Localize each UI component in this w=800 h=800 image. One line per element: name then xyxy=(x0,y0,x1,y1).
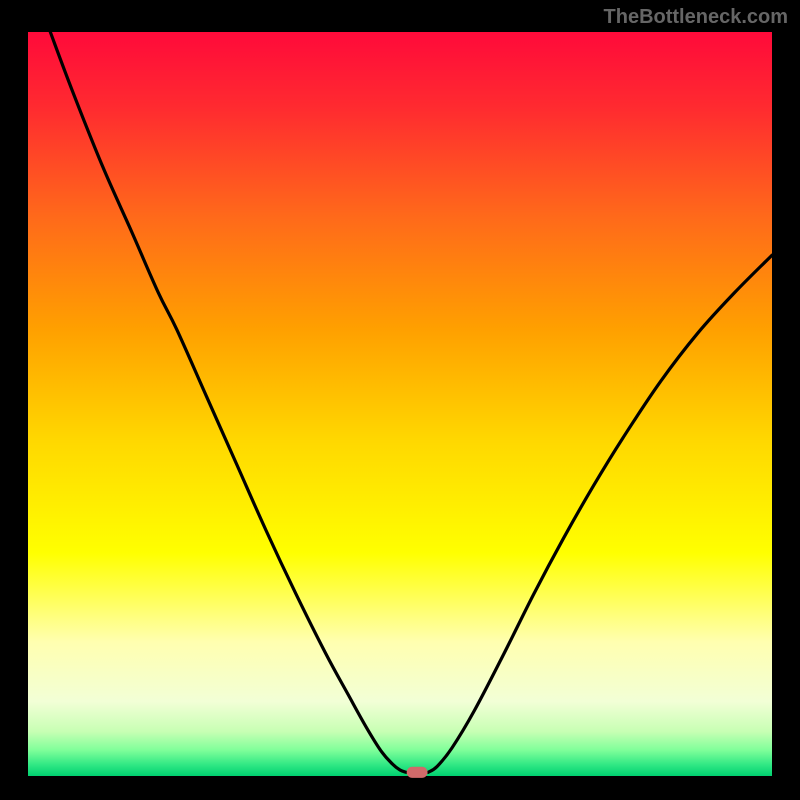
source-watermark: TheBottleneck.com xyxy=(604,6,788,29)
curve-right xyxy=(428,255,772,772)
plot-svg xyxy=(0,0,800,800)
chart-container: { "source_watermark": { "text": "TheBott… xyxy=(0,0,800,800)
minimum-marker xyxy=(407,767,428,778)
curve-left xyxy=(50,32,406,772)
